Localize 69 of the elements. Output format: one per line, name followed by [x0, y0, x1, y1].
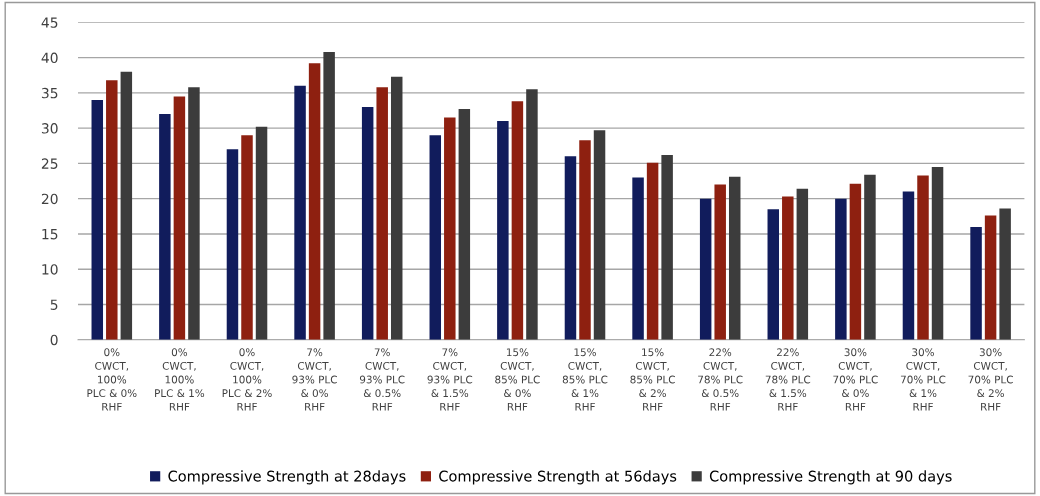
bar	[782, 196, 794, 340]
y-tick-label: 5	[50, 299, 58, 310]
bar	[835, 198, 847, 340]
bar	[294, 85, 306, 340]
x-tick-label: 22% CWCT, 78% PLC & 0.5% RHF	[698, 348, 743, 411]
bar	[444, 117, 456, 340]
bar	[984, 215, 997, 340]
bar	[159, 114, 171, 340]
bar	[999, 208, 1011, 340]
bar	[931, 166, 944, 340]
y-tick-label: 15	[42, 229, 58, 240]
x-tick-label: 30% CWCT, 70% PLC & 0% RHF	[833, 348, 878, 411]
legend-label: Compressive Strength at 56days	[439, 470, 677, 485]
y-tick-label: 35	[41, 87, 58, 99]
bar	[106, 80, 118, 340]
x-tick-label: 30% CWCT, 70% PLC & 1% RHF	[900, 348, 946, 411]
y-tick-label: 10	[42, 264, 58, 275]
bar	[361, 106, 374, 340]
bar	[497, 121, 509, 340]
bar	[376, 87, 388, 340]
bar	[902, 191, 915, 340]
bar	[661, 154, 673, 340]
bar	[308, 63, 321, 340]
bar	[564, 156, 577, 340]
bar	[593, 130, 606, 340]
bar	[120, 71, 133, 340]
x-tick-label: 15% CWCT, 85% PLC & 2% RHF	[630, 348, 675, 411]
x-tick-label: 0% CWCT, 100% PLC & 1% RHF	[155, 348, 205, 411]
y-tick-label: 0	[50, 334, 58, 346]
y-tick-label: 45	[41, 17, 58, 28]
bar	[646, 162, 659, 340]
legend-label: Compressive Strength at 90 days	[709, 470, 952, 485]
bar	[323, 51, 335, 340]
y-tick-label: 30	[41, 123, 58, 134]
y-tick-label: 25	[41, 158, 58, 169]
x-tick-label: 7% CWCT, 93% PLC & 0.5% RHF	[359, 348, 405, 411]
bar	[864, 174, 876, 340]
bar	[796, 188, 809, 340]
bar	[226, 149, 239, 340]
y-tick-label: 40	[41, 52, 58, 64]
bar	[429, 135, 442, 340]
legend-label: Compressive Strength at 28days	[168, 470, 406, 485]
bar	[767, 209, 780, 340]
bar	[173, 96, 186, 340]
bar	[579, 140, 591, 340]
bar	[632, 177, 644, 340]
bar	[255, 126, 268, 340]
x-tick-label: 22% CWCT, 78% PLC & 1.5% RHF	[765, 348, 811, 411]
bar	[699, 198, 712, 340]
bar	[970, 226, 982, 340]
bar	[91, 99, 104, 340]
bar	[241, 135, 253, 340]
x-tick-label: 30% CWCT, 70% PLC & 2% RHF	[968, 348, 1013, 411]
x-tick-label: 0% CWCT, 100% PLC & 0% RHF	[87, 348, 137, 411]
bar	[849, 183, 862, 340]
x-tick-label: 15% CWCT, 85% PLC & 1% RHF	[562, 348, 608, 411]
x-tick-label: 15% CWCT, 85% PLC & 0% RHF	[495, 348, 540, 411]
bar	[728, 176, 741, 340]
y-tick-label: 20	[41, 193, 58, 205]
x-tick-label: 7% CWCT, 93% PLC & 1.5% RHF	[427, 348, 473, 411]
bar	[511, 101, 524, 340]
bar	[458, 109, 471, 340]
bar	[714, 184, 726, 340]
bar	[526, 89, 538, 340]
bar	[390, 76, 403, 340]
x-tick-label: 0% CWCT, 100% PLC & 2% RHF	[222, 348, 272, 411]
x-tick-label: 7% CWCT, 93% PLC & 0% RHF	[292, 348, 337, 411]
bar	[917, 175, 929, 340]
bar	[188, 87, 200, 340]
